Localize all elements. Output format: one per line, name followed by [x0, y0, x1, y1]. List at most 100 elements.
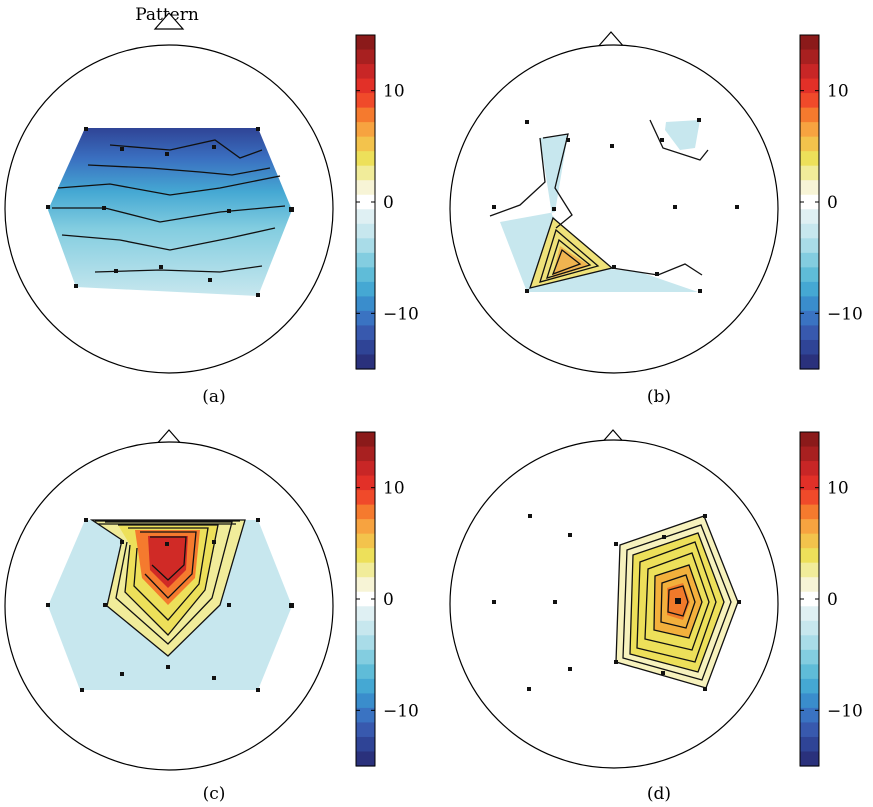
- electrode-markers: [492, 514, 741, 691]
- colorbar-segment: [800, 548, 819, 564]
- colorbar-segment: [356, 93, 375, 109]
- colorbar-segment: [356, 446, 375, 462]
- colorbar-segment: [800, 180, 819, 196]
- contour-line: [94, 265, 263, 273]
- colorbar-segment: [356, 722, 375, 738]
- colorbar-segment: [800, 49, 819, 65]
- colorbar-segment: [356, 310, 375, 327]
- colorbar-segment: [356, 533, 375, 549]
- colorbar-segment: [800, 151, 819, 167]
- panel-c: [4, 429, 334, 771]
- panel-caption: (b): [647, 387, 671, 407]
- colorbar-segment: [800, 122, 819, 138]
- colorbar-segment: [356, 281, 375, 297]
- colorbar-segment: [800, 78, 819, 94]
- colorbar-segment: [356, 325, 375, 341]
- colorbar-segment: [800, 267, 819, 283]
- colorbar-segment: [356, 707, 375, 724]
- colorbar-segment: [356, 78, 375, 94]
- colorbar-segment: [356, 267, 375, 283]
- colorbar-segment: [356, 620, 375, 636]
- colorbar-tick-label: −10: [827, 701, 863, 721]
- colorbar-segment: [356, 751, 375, 767]
- nose-marker: [153, 12, 185, 30]
- colorbar-segment: [356, 49, 375, 65]
- colorbar-segment: [356, 635, 375, 651]
- contour-line: [57, 175, 281, 196]
- colorbar-segment: [356, 223, 375, 239]
- colorbar-segment: [800, 64, 819, 80]
- colorbar-segment: [356, 151, 375, 167]
- contour-line: [52, 205, 286, 223]
- colorbar-segment: [356, 606, 375, 622]
- colorbar: 10 0 −10: [355, 34, 419, 370]
- colorbar-segment: [800, 165, 819, 181]
- colorbar-segment: [356, 577, 375, 593]
- contour-line: [87, 164, 271, 176]
- colorbar-segment: [800, 252, 819, 268]
- colorbar-segment: [800, 736, 819, 753]
- contour-line: [61, 227, 276, 251]
- colorbar-segment: [800, 432, 819, 448]
- electrode-markers: [46, 518, 294, 692]
- colorbar-tick-label: 10: [383, 82, 405, 102]
- topomap-field: [665, 120, 700, 150]
- colorbar-segment: [356, 678, 375, 694]
- colorbar-segment: [356, 432, 375, 448]
- colorbar-segment: [800, 649, 819, 665]
- colorbar-tick-label: 0: [383, 590, 394, 610]
- panel-caption: (d): [647, 784, 671, 804]
- colorbar-segment: [800, 354, 819, 370]
- colorbar-segment: [800, 223, 819, 239]
- colorbar-segment: [356, 591, 375, 607]
- colorbar: 10 0 −10: [799, 431, 863, 767]
- electrode-markers: [492, 118, 739, 293]
- topomap-peak-red: [148, 536, 188, 588]
- colorbar-segment: [356, 490, 375, 506]
- colorbar-segment: [356, 238, 375, 254]
- colorbar-segment: [356, 122, 375, 138]
- colorbar-segment: [800, 446, 819, 462]
- panel-a: Pattern: [4, 5, 334, 374]
- colorbar-segment: [800, 209, 819, 225]
- colorbar-segment: [800, 751, 819, 767]
- colorbar-segment: [356, 296, 375, 312]
- colorbar-segment: [356, 194, 375, 210]
- colorbar-segment: [356, 64, 375, 80]
- contour-line: [109, 139, 263, 159]
- colorbar-segment: [356, 461, 375, 477]
- colorbar-segment: [356, 107, 375, 123]
- colorbar-segment: [800, 238, 819, 254]
- panel-caption: (a): [202, 387, 225, 407]
- colorbar-segment: [800, 693, 819, 709]
- colorbar-segment: [356, 519, 375, 535]
- colorbar-segment: [356, 548, 375, 564]
- colorbar-tick-label: −10: [383, 701, 419, 721]
- colorbar: 10 0 −10: [799, 34, 863, 370]
- colorbar-tick-label: −10: [383, 304, 419, 324]
- topomap-field: [48, 128, 292, 296]
- colorbar-segment: [800, 325, 819, 341]
- colorbar-segment: [800, 93, 819, 109]
- colorbar-tick-label: 10: [383, 479, 405, 499]
- panel-caption: (c): [203, 784, 226, 804]
- panel-b: [449, 31, 779, 374]
- panel-d: [449, 429, 779, 769]
- colorbar-segment: [800, 310, 819, 327]
- colorbar-segment: [356, 736, 375, 753]
- colorbar-segment: [800, 533, 819, 549]
- colorbar-segment: [356, 693, 375, 709]
- colorbar-tick-label: −10: [827, 304, 863, 324]
- colorbar-segment: [800, 339, 819, 356]
- colorbar-segment: [356, 35, 375, 51]
- colorbar: 10 0 −10: [355, 431, 419, 767]
- colorbar-segment: [800, 35, 819, 51]
- colorbar-segment: [800, 136, 819, 152]
- colorbar-segment: [800, 591, 819, 607]
- colorbar-segment: [800, 722, 819, 738]
- colorbar-segment: [800, 461, 819, 477]
- colorbar-tick-label: 0: [383, 193, 394, 213]
- colorbar-segment: [356, 339, 375, 356]
- colorbar-segment: [356, 504, 375, 520]
